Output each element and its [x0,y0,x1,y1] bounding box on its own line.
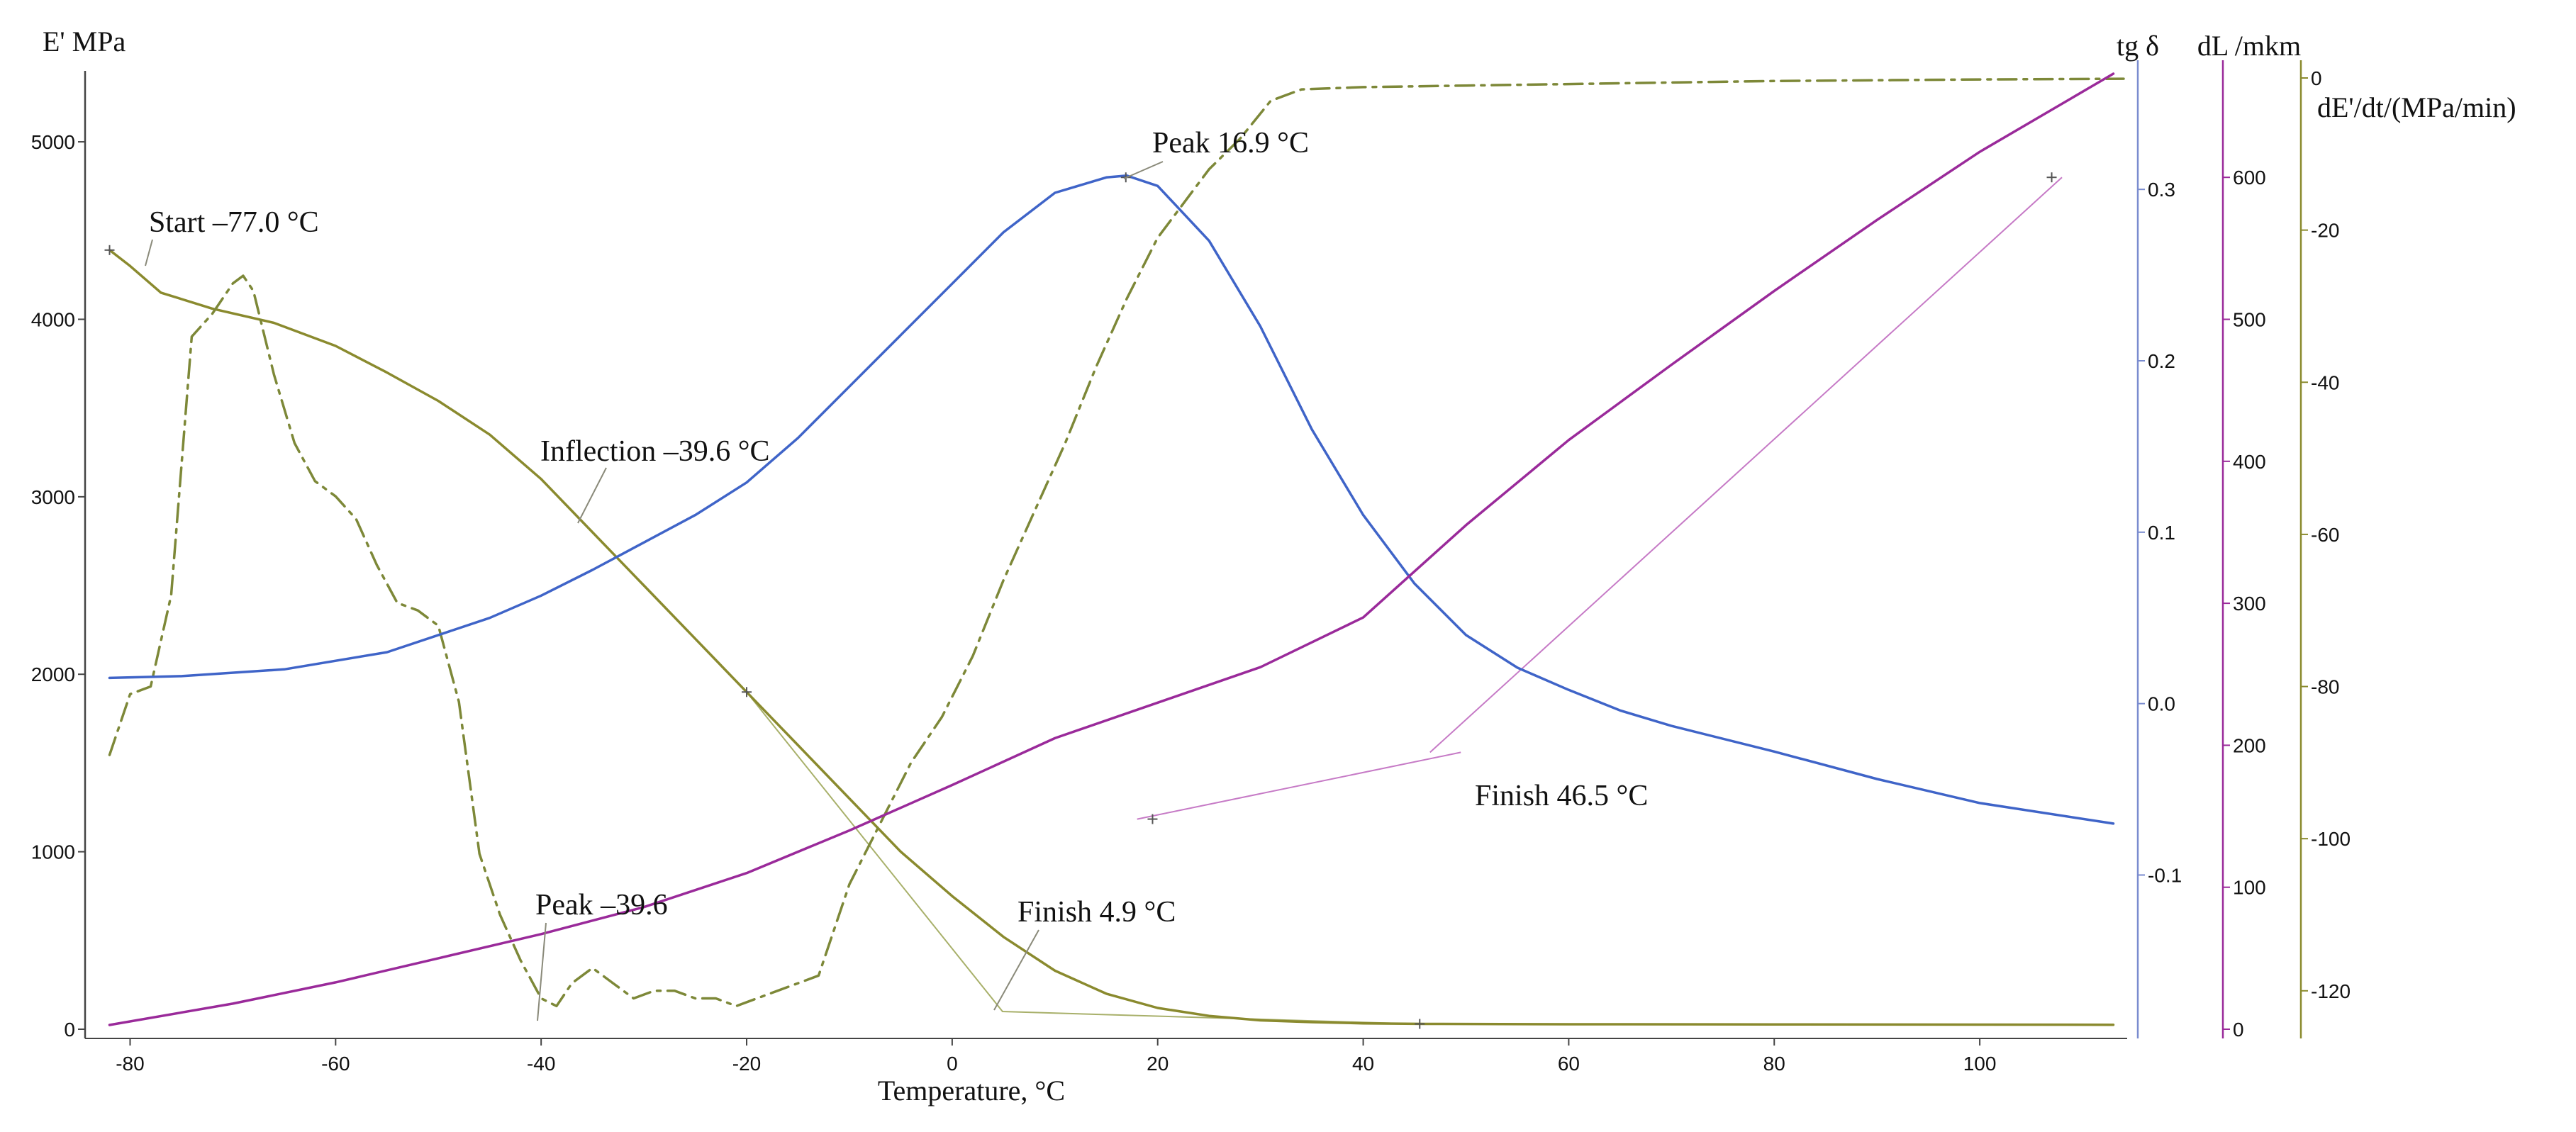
y-tick-label-dL: 200 [2233,734,2266,756]
y-tick-label-tg: -0.1 [2148,864,2182,886]
x-tick-label: -40 [527,1053,555,1075]
y-tick-label-tg: 0.2 [2148,350,2175,372]
y-axis-title-tg: tg δ [2117,30,2159,62]
x-tick-label: 100 [1963,1053,1997,1075]
y-tick-label-E: 0 [64,1019,75,1041]
y-axis-title-dL: dL /mkm [2197,30,2301,62]
x-tick-label: 60 [1558,1053,1580,1075]
tangent-line-dl-low [1137,751,1461,820]
y-tick-label-dE: -20 [2311,220,2339,242]
series-derivative-line [108,77,2125,1008]
y-axis-title-dE: dE'/dt/(MPa/min) [2317,91,2516,123]
y-tick-label-tg: 0.1 [2148,522,2175,544]
x-tick-label: -80 [116,1053,144,1075]
y-tick-label-dE: -100 [2311,828,2351,850]
x-tick-label: -60 [321,1053,350,1075]
y-tick-label-dE: -120 [2311,980,2351,1002]
annotations-layer: Start –77.0 °C Inflection –39.6 °C Peak 16… [145,127,1648,1021]
y-tick-label-E: 4000 [31,308,75,330]
y-tick-label-dL: 500 [2233,309,2266,331]
y-tick-label-tg: 0.0 [2148,693,2175,715]
annotation-inflection: Inflection –39.6 °C [540,435,770,468]
x-axis-title: Temperature, °C [878,1075,1065,1106]
annotation-finish-e-leader [993,929,1039,1011]
annotation-peak-de-leader [537,922,547,1021]
x-tick-label: 20 [1147,1053,1169,1075]
annotation-peak-de: Peak –39.6 [535,889,668,921]
tangent-line-modulus [746,691,1415,1025]
y-tick-label-dE: -60 [2311,524,2339,546]
annotation-peak-tg: Peak 16.9 °C [1152,127,1309,159]
y-tick-label-dE: -40 [2311,371,2339,393]
x-tick-label: 40 [1352,1053,1374,1075]
y-tick-label-dL: 400 [2233,451,2266,473]
annotation-start: Start –77.0 °C [149,206,319,239]
y-tick-label-dE: 0 [2311,67,2322,89]
y-tick-label-dL: 100 [2233,877,2266,899]
marker-inflection [742,687,752,697]
series-tan-delta-line [108,174,2115,825]
marker-dl-low [1147,814,1158,824]
x-tick-label: -20 [732,1053,761,1075]
annotation-peak-tg-leader [1123,161,1164,179]
series-modulus-line [108,249,2115,1026]
marker-dl-high [2046,172,2057,183]
y-tick-label-dL: 600 [2233,167,2266,189]
series-dilatometry-line [108,72,2115,1026]
tangent-lines [746,176,2063,1025]
y-tick-label-E: 1000 [31,841,75,863]
annotation-finish-e: Finish 4.9 °C [1017,896,1176,929]
tangent-line-dl-high [1429,176,2063,753]
y-tick-label-tg: 0.3 [2148,179,2175,201]
y-axis-title-E: E' MPa [43,26,126,57]
y-tick-label-dE: -80 [2311,676,2339,698]
annotation-inflection-leader [577,467,607,524]
y-tick-label-E: 2000 [31,663,75,685]
annotation-finish-dl: Finish 46.5 °C [1475,780,1648,812]
y-tick-label-dL: 0 [2233,1019,2244,1041]
x-tick-label: 80 [1763,1053,1785,1075]
series-layer [108,72,2125,1026]
annotation-start-leader [145,239,153,267]
markers [104,172,2057,1029]
x-tick-label: 0 [947,1053,958,1075]
marker-start [104,245,115,255]
y-tick-label-E: 5000 [31,131,75,153]
y-tick-label-dL: 300 [2233,593,2266,615]
marker-modulus-end [1415,1019,1425,1029]
y-tick-label-E: 3000 [31,486,75,508]
